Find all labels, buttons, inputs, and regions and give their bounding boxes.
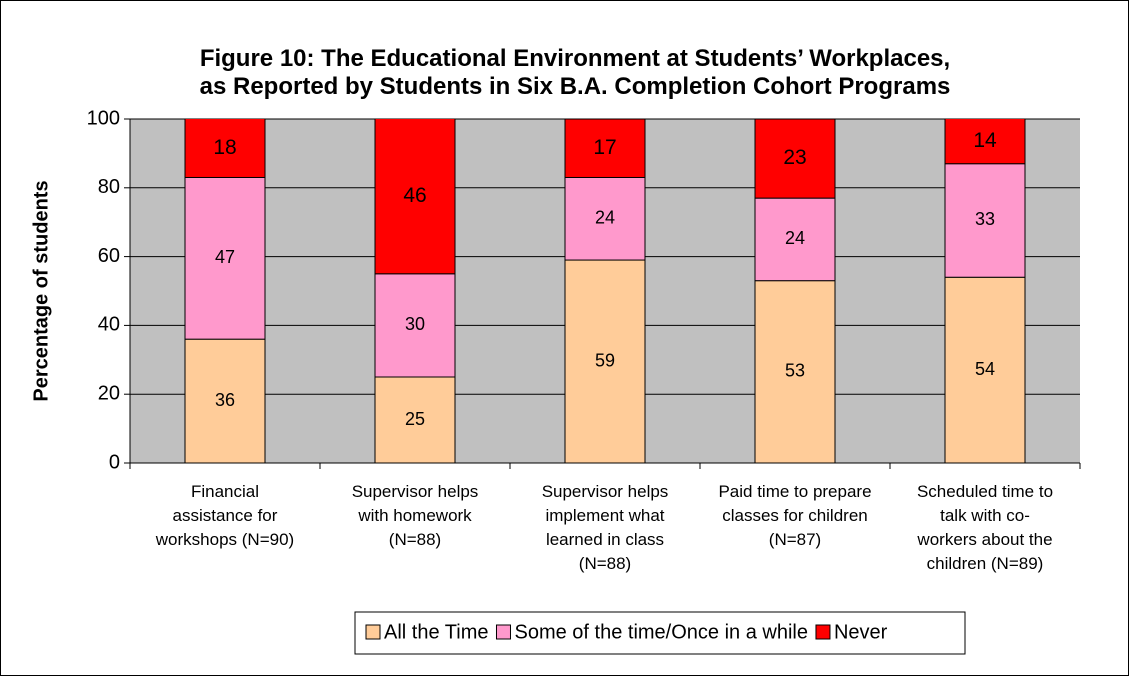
x-tick-label: Supervisor helps implement what learned in…	[542, 482, 669, 573]
data-label: 33	[975, 209, 995, 229]
y-tick-label: 20	[98, 382, 120, 404]
x-tick-label: Supervisor helps with homework (N=88)	[352, 482, 479, 549]
legend-swatch	[365, 624, 381, 640]
bar-segment	[564, 119, 646, 178]
data-label: 23	[783, 146, 806, 169]
data-label: 17	[593, 136, 616, 159]
bar-segment	[184, 119, 266, 178]
y-tick-label: 80	[98, 176, 120, 198]
bar-segment	[564, 176, 646, 261]
data-label: 46	[403, 184, 426, 207]
legend-swatch	[495, 624, 511, 640]
legend: All the Time Some of the time/Once in a w…	[354, 611, 966, 655]
bar-segment	[184, 176, 266, 340]
data-label: 47	[215, 247, 235, 267]
x-tick-label: Paid time to prepare classes for children…	[718, 482, 871, 549]
data-label: 24	[595, 208, 615, 228]
bar-segment	[374, 273, 456, 378]
y-axis-label: Percentage of students	[30, 180, 52, 401]
data-label: 53	[785, 361, 805, 381]
y-tick-label: 60	[98, 245, 120, 267]
legend-swatch	[815, 624, 831, 640]
data-label: 59	[595, 350, 615, 370]
data-label: 30	[405, 314, 425, 334]
bar-segment	[944, 276, 1026, 463]
bars	[184, 119, 1026, 463]
data-label: 25	[405, 409, 425, 429]
legend-label: Never	[834, 621, 888, 643]
legend-box	[354, 611, 966, 655]
y-tick-label: 0	[109, 451, 120, 473]
bar-segment	[754, 119, 836, 199]
data-label: 18	[213, 136, 236, 159]
bar-segment	[944, 119, 1026, 165]
y-tick-label: 100	[87, 107, 120, 129]
data-label: 14	[973, 129, 997, 152]
x-tick-label: Scheduled time to talk with co-workers ab…	[916, 482, 1053, 573]
data-label: 24	[785, 228, 805, 248]
bar-segment	[374, 119, 456, 275]
bar-segment	[564, 259, 646, 463]
data-label: 36	[215, 390, 235, 410]
legend-label: Some of the time/Once in a while	[514, 621, 807, 643]
legend-label: All the Time	[384, 621, 488, 643]
bar-segment	[374, 376, 456, 463]
data-label: 54	[975, 359, 995, 379]
x-tick-label: Financial assistance for workshops (N=90)	[155, 482, 294, 549]
chart-title: Figure 10: The Educational Environment a…	[200, 45, 951, 100]
y-tick-label: 40	[98, 314, 120, 336]
bar-segment	[184, 338, 266, 463]
